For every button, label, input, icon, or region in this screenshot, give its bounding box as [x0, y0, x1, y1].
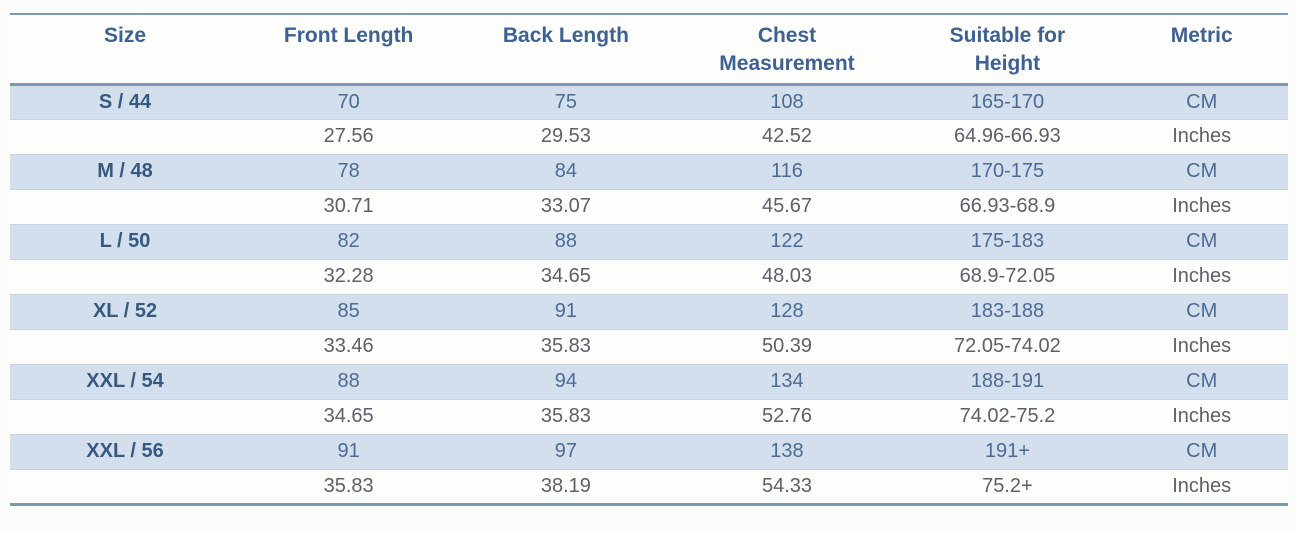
col-header-front-length: Front Length: [240, 14, 458, 86]
col-header-suitable-height: Suitable for Height: [899, 14, 1116, 86]
cell-front-length: 32.28: [240, 259, 458, 294]
cell-chest-measurement: 138: [674, 433, 900, 470]
table-row: XXL / 56 91 97 138 191+ CM: [10, 433, 1288, 470]
cell-chest-measurement: 54.33: [674, 469, 900, 504]
cell-suitable-height: 188-191: [899, 363, 1116, 400]
cell-size: L / 50: [10, 223, 241, 260]
table-row: XXL / 54 88 94 134 188-191 CM: [10, 363, 1288, 400]
cell-size: [10, 189, 241, 224]
cell-chest-measurement: 52.76: [674, 399, 900, 434]
col-header-back-length: Back Length: [457, 14, 675, 86]
cell-suitable-height: 191+: [899, 433, 1116, 470]
cell-back-length: 35.83: [457, 399, 675, 434]
cell-back-length: 75: [457, 83, 675, 120]
cell-chest-measurement: 128: [674, 293, 900, 330]
cell-size: XL / 52: [10, 293, 241, 330]
cell-front-length: 70: [240, 83, 458, 120]
cell-suitable-height: 165-170: [899, 83, 1116, 120]
cell-size: XXL / 56: [10, 433, 241, 470]
cell-chest-measurement: 122: [674, 223, 900, 260]
cell-chest-measurement: 50.39: [674, 329, 900, 364]
cell-suitable-height: 74.02-75.2: [899, 399, 1116, 434]
cell-size: [10, 329, 241, 364]
cell-metric: CM: [1115, 223, 1288, 260]
cell-suitable-height: 170-175: [899, 153, 1116, 190]
cell-chest-measurement: 45.67: [674, 189, 900, 224]
cell-back-length: 84: [457, 153, 675, 190]
cell-front-length: 30.71: [240, 189, 458, 224]
cell-size: [10, 469, 241, 504]
cell-back-length: 91: [457, 293, 675, 330]
cell-metric: CM: [1115, 433, 1288, 470]
cell-back-length: 88: [457, 223, 675, 260]
cell-metric: Inches: [1115, 399, 1288, 434]
cell-metric: Inches: [1115, 469, 1288, 504]
cell-metric: Inches: [1115, 259, 1288, 294]
table-row: S / 44 70 75 108 165-170 CM: [10, 83, 1288, 120]
table-row: M / 48 78 84 116 170-175 CM: [10, 153, 1288, 190]
cell-size: [10, 399, 241, 434]
cell-metric: CM: [1115, 293, 1288, 330]
cell-size: S / 44: [10, 83, 241, 120]
cell-metric: Inches: [1115, 189, 1288, 224]
cell-back-length: 34.65: [457, 259, 675, 294]
cell-size: [10, 119, 241, 154]
cell-suitable-height: 68.9-72.05: [899, 259, 1116, 294]
cell-back-length: 38.19: [457, 469, 675, 504]
cell-suitable-height: 66.93-68.9: [899, 189, 1116, 224]
cell-suitable-height: 72.05-74.02: [899, 329, 1116, 364]
cell-metric: CM: [1115, 153, 1288, 190]
cell-chest-measurement: 134: [674, 363, 900, 400]
table-row: 32.28 34.65 48.03 68.9-72.05 Inches: [10, 259, 1288, 294]
cell-suitable-height: 183-188: [899, 293, 1116, 330]
cell-chest-measurement: 108: [674, 83, 900, 120]
table-row: 27.56 29.53 42.52 64.96-66.93 Inches: [10, 119, 1288, 154]
table-row: 30.71 33.07 45.67 66.93-68.9 Inches: [10, 189, 1288, 224]
cell-front-length: 35.83: [240, 469, 458, 504]
cell-front-length: 33.46: [240, 329, 458, 364]
cell-back-length: 33.07: [457, 189, 675, 224]
col-header-size: Size: [10, 14, 241, 86]
table-row: 34.65 35.83 52.76 74.02-75.2 Inches: [10, 399, 1288, 434]
cell-front-length: 27.56: [240, 119, 458, 154]
cell-chest-measurement: 42.52: [674, 119, 900, 154]
cell-suitable-height: 175-183: [899, 223, 1116, 260]
cell-front-length: 88: [240, 363, 458, 400]
cell-front-length: 34.65: [240, 399, 458, 434]
cell-metric: CM: [1115, 83, 1288, 120]
header-row: Size Front Length Back Length Chest Meas…: [10, 14, 1288, 86]
table-row: 33.46 35.83 50.39 72.05-74.02 Inches: [10, 329, 1288, 364]
cell-front-length: 91: [240, 433, 458, 470]
table-row: L / 50 82 88 122 175-183 CM: [10, 223, 1288, 260]
cell-metric: Inches: [1115, 329, 1288, 364]
cell-back-length: 97: [457, 433, 675, 470]
cell-size: XXL / 54: [10, 363, 241, 400]
cell-suitable-height: 64.96-66.93: [899, 119, 1116, 154]
cell-suitable-height: 75.2+: [899, 469, 1116, 504]
col-header-chest-measurement: Chest Measurement: [674, 14, 900, 86]
cell-back-length: 94: [457, 363, 675, 400]
cell-chest-measurement: 116: [674, 153, 900, 190]
cell-metric: Inches: [1115, 119, 1288, 154]
col-header-metric: Metric: [1115, 14, 1288, 86]
table-body: S / 44 70 75 108 165-170 CM 27.56 29.53 42.52 64.…: [10, 83, 1288, 504]
cell-front-length: 78: [240, 153, 458, 190]
cell-chest-measurement: 48.03: [674, 259, 900, 294]
cell-front-length: 82: [240, 223, 458, 260]
cell-size: [10, 259, 241, 294]
table-row: XL / 52 85 91 128 183-188 CM: [10, 293, 1288, 330]
table-row: 35.83 38.19 54.33 75.2+ Inches: [10, 469, 1288, 504]
cell-metric: CM: [1115, 363, 1288, 400]
cell-back-length: 29.53: [457, 119, 675, 154]
size-chart-table: Size Front Length Back Length Chest Meas…: [10, 13, 1288, 506]
cell-size: M / 48: [10, 153, 241, 190]
cell-back-length: 35.83: [457, 329, 675, 364]
cell-front-length: 85: [240, 293, 458, 330]
